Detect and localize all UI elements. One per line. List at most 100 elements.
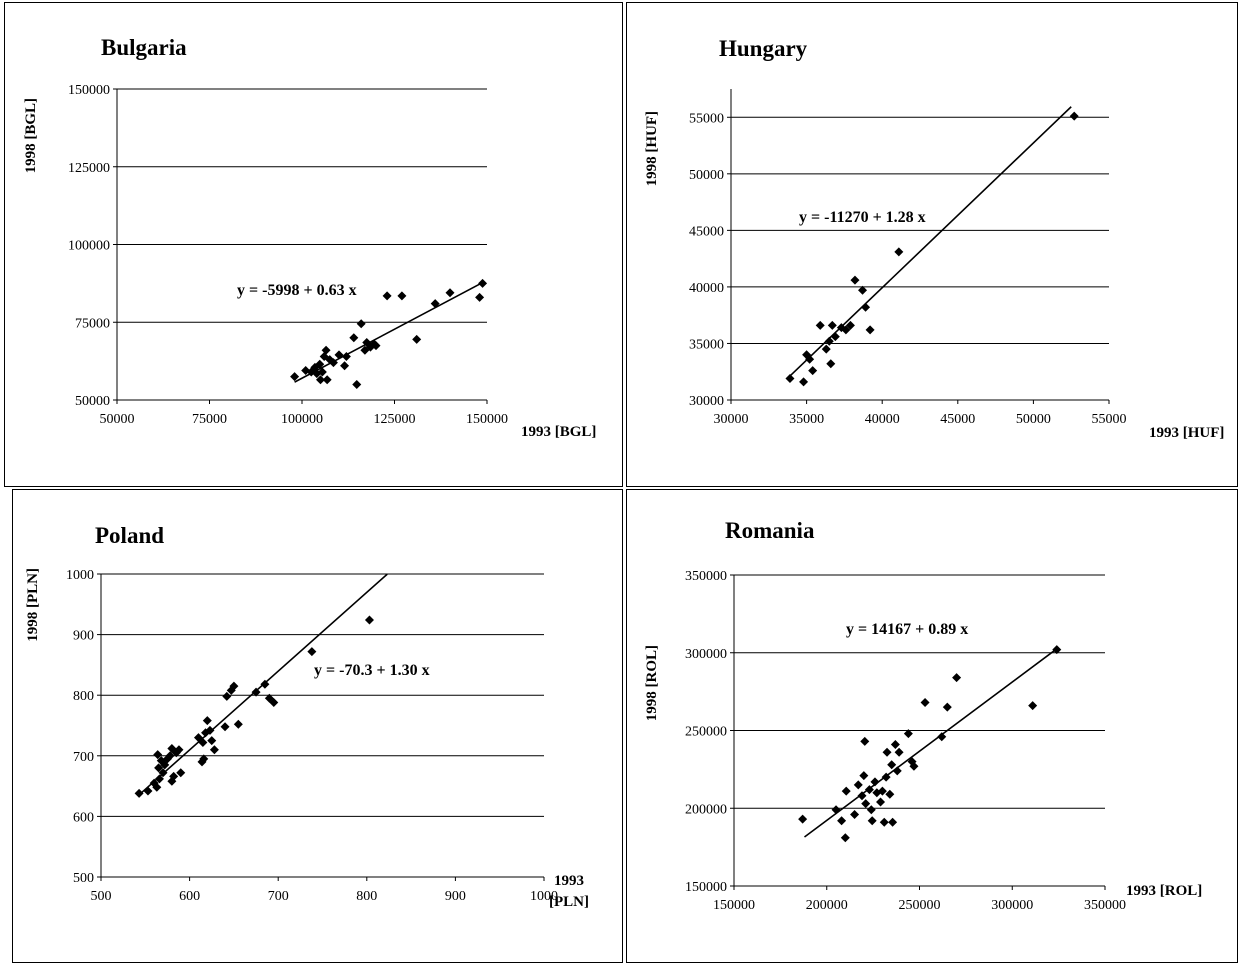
data-point — [176, 768, 186, 778]
data-point — [858, 285, 868, 295]
data-point — [220, 722, 230, 732]
data-point — [349, 333, 359, 343]
data-point — [307, 647, 317, 657]
data-point — [356, 319, 366, 329]
data-point — [154, 763, 164, 773]
y-axis-label: 1998 [ROL] — [644, 645, 660, 721]
data-point — [174, 745, 184, 755]
y-tick-label: 150000 — [685, 880, 727, 895]
y-tick-label: 125000 — [68, 161, 110, 176]
data-point — [850, 275, 860, 285]
data-point — [830, 332, 840, 342]
data-point — [920, 698, 930, 708]
data-point — [805, 354, 815, 364]
data-point — [853, 780, 863, 790]
data-point — [352, 379, 362, 389]
y-tick-label: 45000 — [689, 224, 724, 239]
data-point — [840, 833, 850, 843]
data-point — [430, 299, 440, 309]
data-point — [475, 292, 485, 302]
data-point — [894, 247, 904, 257]
data-point — [202, 716, 212, 726]
data-point — [857, 791, 867, 801]
x-tick-label: 300000 — [991, 898, 1033, 913]
x-tick-label: 250000 — [899, 898, 941, 913]
data-point — [364, 615, 374, 625]
y-tick-label: 250000 — [685, 725, 727, 740]
data-point — [860, 736, 870, 746]
data-point — [1069, 111, 1079, 121]
data-point — [233, 719, 243, 729]
data-point — [260, 679, 270, 689]
data-point — [909, 761, 919, 771]
data-point — [169, 771, 179, 781]
data-point — [866, 805, 876, 815]
x-tick-label: 600 — [179, 889, 200, 904]
chart-romania: Romania 150000 200000 250000 300000 350000 150… — [644, 518, 1202, 913]
x-tick-label: 200000 — [806, 898, 848, 913]
data-point — [152, 782, 162, 792]
data-point — [831, 805, 841, 815]
x-tick-label: 900 — [445, 889, 466, 904]
x-tick-label: 40000 — [865, 412, 900, 427]
x-tick-label: 30000 — [714, 412, 749, 427]
y-tick-label: 150000 — [68, 83, 110, 98]
x-axis-label: 1993 [PLN] — [549, 873, 589, 910]
data-point — [894, 747, 904, 757]
data-point — [799, 377, 809, 387]
y-axis-label: 1998 [HUF] — [644, 111, 660, 186]
data-point — [143, 786, 153, 796]
data-point — [850, 809, 860, 819]
data-point — [165, 751, 175, 761]
y-tick-label: 1000 — [66, 568, 94, 583]
y-tick-label: 700 — [73, 750, 94, 765]
data-point — [445, 288, 455, 298]
x-tick-label: 55000 — [1092, 412, 1127, 427]
data-point — [226, 685, 236, 695]
y-axis-label: 1998 [PLN] — [25, 568, 41, 642]
data-point — [785, 374, 795, 384]
data-point — [397, 291, 407, 301]
data-point — [892, 766, 902, 776]
y-tick-label: 300000 — [685, 647, 727, 662]
chart-panel-poland: Poland 500 600 700 800 900 1000 500 600 700 800 900… — [12, 489, 623, 963]
data-point — [882, 747, 892, 757]
data-point — [251, 687, 261, 697]
data-point — [478, 278, 488, 288]
data-point — [207, 736, 217, 746]
y-tick-label: 100000 — [68, 239, 110, 254]
data-point — [890, 739, 900, 749]
data-point — [334, 350, 344, 360]
x-tick-label: 150000 — [466, 412, 508, 427]
x-tick-label: 800 — [356, 889, 377, 904]
data-point — [870, 777, 880, 787]
trendline — [294, 281, 484, 383]
data-point — [876, 797, 886, 807]
chart-title: Poland — [95, 523, 164, 548]
y-tick-label: 350000 — [685, 569, 727, 584]
data-point — [201, 728, 211, 738]
data-point — [879, 817, 889, 827]
data-point — [222, 691, 232, 701]
data-point — [841, 325, 851, 335]
regression-equation: y = 14167 + 0.89 x — [846, 621, 968, 638]
data-point — [942, 702, 952, 712]
data-point — [808, 366, 818, 376]
chart-poland: Poland 500 600 700 800 900 1000 500 600 700 800 900… — [25, 523, 589, 910]
y-tick-label: 600 — [73, 810, 94, 825]
x-tick-label: 1000 — [530, 889, 558, 904]
data-point — [841, 786, 851, 796]
data-point — [824, 336, 834, 346]
regression-equation: y = -5998 + 0.63 x — [237, 282, 357, 299]
data-point — [198, 737, 208, 747]
chart-hungary: Hungary 30000 35000 40000 45000 50000 55000 300… — [644, 36, 1224, 441]
data-point — [815, 320, 825, 330]
x-axis-label: 1993 [ROL] — [1126, 883, 1202, 899]
x-tick-label: 75000 — [192, 412, 227, 427]
data-point — [885, 789, 895, 799]
regression-equation: y = -11270 + 1.28 x — [799, 209, 926, 226]
data-point — [162, 754, 172, 764]
data-point — [881, 772, 891, 782]
data-point — [827, 320, 837, 330]
data-point — [837, 816, 847, 826]
